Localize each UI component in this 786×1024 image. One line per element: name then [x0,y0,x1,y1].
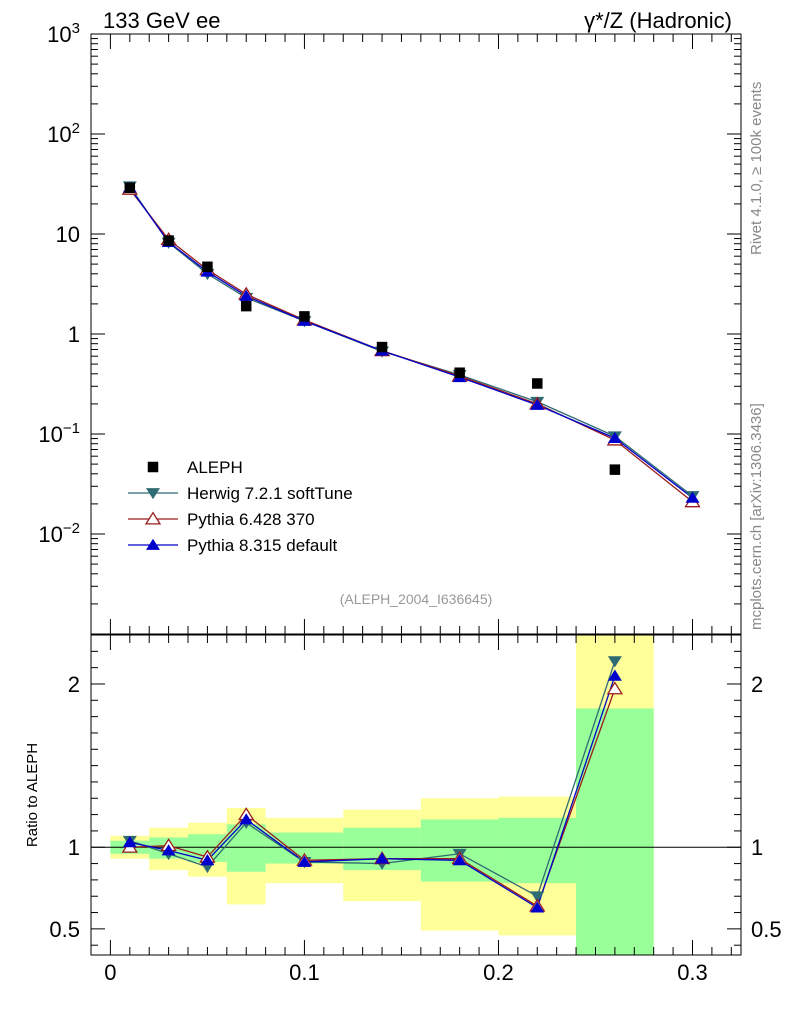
pythia8-marker [239,813,254,825]
pythia6-line [129,188,693,503]
pythia6-marker [606,681,624,695]
ratio-y-tick-label: 2 [68,672,80,697]
ratio-y-axis-label: Ratio to ALEPH [24,743,41,847]
main-y-tick-label: 10−2 [38,520,80,547]
aleph-data-point [532,378,543,389]
herwig-line [129,185,693,497]
ratio-y-tick-label: 0.5 [49,917,80,942]
ratio-panel: 0 0.1 0.2 0.3 0.5 0.5 1 1 2 2 [49,634,782,985]
uncertainty-band-green [576,708,654,955]
pythia8-marker [146,538,160,550]
legend-label: Pythia 8.315 default [187,536,338,555]
legend-label: ALEPH [187,458,243,477]
legend-label: Herwig 7.2.1 softTune [187,484,353,503]
ratio-x-tick-label: 0.1 [289,960,320,985]
pythia8-marker [530,398,545,410]
analysis-tag: (ALEPH_2004_I636645) [340,591,493,607]
header-energy-label: 133 GeV ee [103,8,220,33]
main-y-tick-label: 1 [68,322,80,347]
pythia8-marker [530,901,545,913]
pythia8-marker [239,289,254,301]
pythia8-marker [122,836,137,848]
ratio-y-tick-label-right: 1 [751,835,763,860]
pythia8-marker [200,854,215,866]
main-y-tick-label: 10−1 [38,420,80,447]
pythia8-marker [375,852,390,864]
main-y-tick-label: 103 [47,20,80,47]
aleph-data-point [163,235,174,246]
pythia8-marker [607,431,622,443]
aleph-data-point [240,300,252,312]
pythia8-line [129,187,693,499]
header-process-label: γ*/Z (Hadronic) [584,8,732,33]
rivet-version-label: Rivet 4.1.0, ≥ 100k events [748,82,765,255]
herwig-marker [146,488,160,500]
aleph-data-point [202,261,213,273]
pythia8-marker [452,854,467,866]
pythia8-marker [297,855,312,867]
aleph-data-point [609,464,621,475]
legend-label: Pythia 6.428 370 [187,510,315,529]
ratio-x-tick-label: 0 [104,960,116,985]
main-y-tick-label: 102 [47,120,80,147]
mcplots-label: mcplots.cern.ch [arXiv:1306.3436] [748,403,765,630]
ratio-y-tick-label-right: 0.5 [751,917,782,942]
pythia8-marker [685,491,700,503]
pythia8-marker [607,669,622,681]
ratio-y-tick-label-right: 2 [751,672,763,697]
herwig-marker [530,891,545,903]
ratio-x-tick-label: 0.2 [483,960,514,985]
aleph-data-point [124,182,136,194]
herwig-marker [607,656,622,668]
aleph-data-point [454,367,465,378]
pythia6-marker [144,511,162,525]
pythia8-marker [161,844,176,856]
ratio-frame [90,634,742,956]
main-y-tick-label: 10 [56,222,80,247]
ratio-y-tick-label: 1 [68,835,80,860]
aleph-data-point [376,341,388,353]
ratio-x-tick-label: 0.3 [677,960,708,985]
aleph-data-point [299,311,310,322]
aleph-data-point [147,461,159,473]
